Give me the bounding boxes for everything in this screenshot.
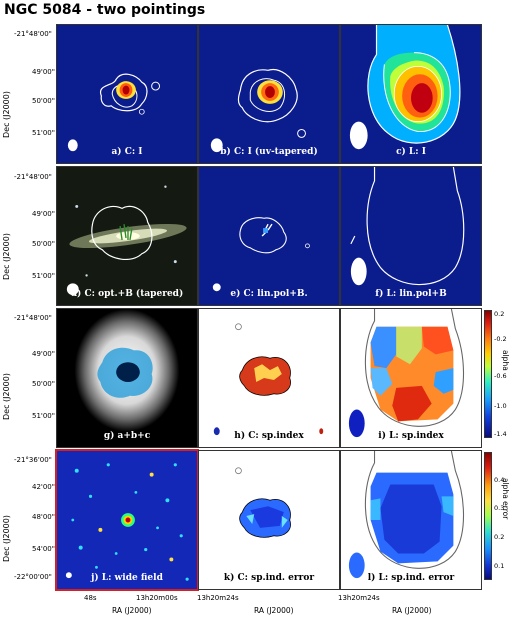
- y-axis-label-row2: Dec (J2000): [2, 233, 11, 280]
- y-axis-label-row4: Dec (J2000): [2, 515, 11, 562]
- dec-tick: 48'00": [32, 513, 55, 521]
- dec-tick: 49'00": [32, 68, 55, 76]
- dec-tick: 51'00": [32, 129, 55, 137]
- panel-h: h) C: sp.index: [198, 308, 340, 448]
- colorbar-alpha-tick: -1.0: [494, 402, 507, 410]
- dec-tick: -21°48'00": [14, 173, 52, 181]
- panel-l-label: l) L: sp.ind. error: [367, 573, 455, 583]
- colorbar-alpha-tick: -0.6: [494, 372, 507, 380]
- colorbar-error: [484, 452, 492, 580]
- colorbar-error-label: alpha error: [501, 478, 510, 520]
- colorbar-error-tick: 0.1: [494, 562, 505, 570]
- panel-e: e) C: lin.pol+B.: [198, 166, 340, 306]
- panel-b-label: b) C: I (uv-tapered): [220, 147, 318, 157]
- panel-g-label: g) a+b+c: [103, 431, 151, 441]
- panel-j-label: j) L: wide field: [91, 573, 163, 583]
- dec-tick: 49'00": [32, 350, 55, 358]
- dec-tick: -21°48'00": [14, 314, 52, 322]
- panel-a: a) C: I: [56, 24, 198, 164]
- x-axis-label: RA (J2000): [254, 606, 294, 615]
- ra-tick: 13h20m00s: [136, 594, 178, 602]
- panel-f-label: f) L: lin.pol+B: [375, 289, 447, 299]
- colorbar-alpha: [484, 310, 492, 438]
- panel-j: j) L: wide field: [55, 449, 199, 591]
- dec-tick: -21°36'00": [14, 456, 52, 464]
- dec-tick: 42'00": [32, 483, 55, 491]
- figure-title: NGC 5084 - two pointings: [4, 2, 206, 18]
- y-axis-label-row1: Dec (J2000): [2, 91, 11, 138]
- dec-tick: -21°48'00": [14, 30, 52, 38]
- dec-tick: 51'00": [32, 272, 55, 280]
- panel-a-label: a) C: I: [111, 147, 143, 157]
- panel-k-label: k) C: sp.ind. error: [223, 573, 315, 583]
- panel-f: f) L: lin.pol+B: [340, 166, 482, 306]
- colorbar-alpha-tick: -1.4: [494, 430, 507, 438]
- panel-i: i) L: sp.index: [340, 308, 482, 448]
- panel-e-label: e) C: lin.pol+B.: [230, 289, 308, 299]
- dec-tick: 50'00": [32, 240, 55, 248]
- panel-c: c) L: I: [340, 24, 482, 164]
- ra-tick: 48s: [84, 594, 97, 602]
- dec-tick: -22°00'00": [14, 573, 52, 581]
- dec-tick: 49'00": [32, 210, 55, 218]
- panel-k: k) C: sp.ind. error: [198, 450, 340, 590]
- panel-c-label: c) L: I: [396, 147, 426, 157]
- panel-b: b) C: I (uv-tapered): [198, 24, 340, 164]
- panel-g: g) a+b+c: [56, 308, 198, 448]
- panel-l: l) L: sp.ind. error: [340, 450, 482, 590]
- y-axis-label-row3: Dec (J2000): [2, 373, 11, 420]
- dec-tick: 54'00": [32, 545, 55, 553]
- colorbar-error-tick: 0.4: [494, 476, 505, 484]
- x-axis-label: RA (J2000): [112, 606, 152, 615]
- colorbar-alpha-label: alpha: [501, 350, 510, 371]
- dec-tick: 50'00": [32, 97, 55, 105]
- colorbar-alpha-tick: -0.2: [494, 335, 507, 343]
- x-axis-label: RA (J2000): [392, 606, 432, 615]
- colorbar-error-tick: 0.3: [494, 504, 505, 512]
- panel-d: d) C: opt.+B (tapered): [56, 166, 198, 306]
- ra-tick: 13h20m24s: [338, 594, 380, 602]
- colorbar-alpha-tick: 0.2: [494, 310, 505, 318]
- panel-h-label: h) C: sp.index: [234, 431, 304, 441]
- panel-d-label: d) C: opt.+B (tapered): [70, 289, 184, 299]
- dec-tick: 51'00": [32, 412, 55, 420]
- ra-tick: 13h20m24s: [197, 594, 239, 602]
- dec-tick: 50'00": [32, 380, 55, 388]
- panel-i-label: i) L: sp.index: [378, 431, 444, 441]
- colorbar-error-tick: 0.2: [494, 533, 505, 541]
